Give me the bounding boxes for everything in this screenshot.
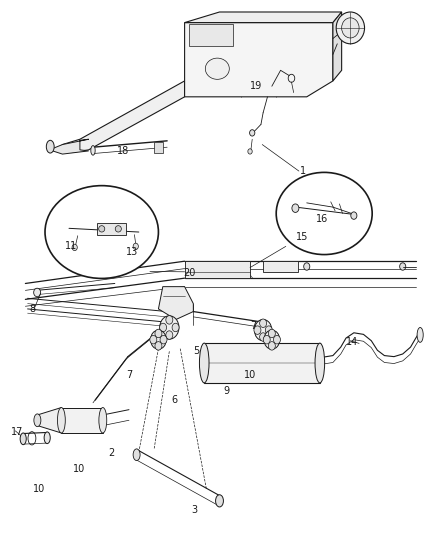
- Ellipse shape: [172, 323, 179, 332]
- Ellipse shape: [336, 12, 364, 44]
- Ellipse shape: [265, 326, 272, 334]
- Polygon shape: [49, 139, 88, 154]
- Polygon shape: [158, 287, 193, 319]
- Ellipse shape: [341, 18, 358, 38]
- Ellipse shape: [133, 243, 138, 249]
- Ellipse shape: [160, 335, 166, 344]
- Ellipse shape: [205, 58, 229, 79]
- Bar: [262, 261, 297, 272]
- Polygon shape: [184, 12, 341, 22]
- Ellipse shape: [249, 130, 254, 136]
- Bar: [154, 142, 162, 152]
- Text: 19: 19: [250, 81, 261, 91]
- Text: 8: 8: [30, 304, 36, 314]
- Text: 15: 15: [295, 232, 307, 243]
- Bar: [97, 223, 125, 235]
- Ellipse shape: [268, 329, 275, 338]
- Ellipse shape: [155, 329, 162, 338]
- Ellipse shape: [263, 335, 270, 344]
- Ellipse shape: [314, 343, 324, 383]
- Text: 18: 18: [117, 146, 129, 156]
- Text: 10: 10: [33, 484, 46, 494]
- Text: 13: 13: [125, 247, 138, 257]
- Ellipse shape: [199, 343, 208, 383]
- Bar: [61, 408, 102, 433]
- Ellipse shape: [133, 449, 140, 461]
- Ellipse shape: [399, 263, 405, 270]
- Ellipse shape: [291, 204, 298, 213]
- Ellipse shape: [46, 140, 54, 153]
- Ellipse shape: [155, 342, 162, 350]
- Ellipse shape: [149, 335, 156, 344]
- Bar: [188, 24, 232, 46]
- Polygon shape: [37, 408, 61, 433]
- Ellipse shape: [259, 333, 266, 341]
- Ellipse shape: [20, 433, 26, 445]
- Ellipse shape: [166, 316, 173, 324]
- Text: 10: 10: [73, 464, 85, 474]
- Polygon shape: [58, 81, 184, 152]
- Text: 10: 10: [243, 370, 255, 380]
- Ellipse shape: [44, 432, 50, 443]
- Polygon shape: [184, 22, 332, 97]
- Ellipse shape: [159, 323, 166, 332]
- Text: 9: 9: [223, 386, 230, 396]
- Ellipse shape: [57, 408, 65, 433]
- Ellipse shape: [276, 172, 371, 255]
- Ellipse shape: [91, 146, 95, 155]
- Ellipse shape: [159, 316, 179, 339]
- Text: 17: 17: [11, 427, 23, 437]
- Ellipse shape: [268, 342, 275, 350]
- Bar: [204, 343, 319, 383]
- Ellipse shape: [72, 244, 77, 251]
- Ellipse shape: [99, 408, 106, 433]
- Ellipse shape: [254, 319, 271, 341]
- Ellipse shape: [273, 335, 280, 344]
- Ellipse shape: [99, 225, 105, 232]
- Ellipse shape: [215, 495, 223, 507]
- Text: 7: 7: [125, 370, 132, 380]
- Ellipse shape: [166, 331, 173, 340]
- Polygon shape: [332, 12, 341, 81]
- Ellipse shape: [34, 414, 41, 426]
- Text: 20: 20: [184, 268, 196, 278]
- Ellipse shape: [303, 263, 309, 270]
- Ellipse shape: [150, 330, 166, 349]
- Ellipse shape: [115, 225, 121, 232]
- Text: 1: 1: [300, 166, 306, 176]
- Ellipse shape: [247, 149, 252, 154]
- Text: 16: 16: [315, 214, 327, 224]
- Ellipse shape: [259, 319, 266, 327]
- Text: 6: 6: [171, 395, 177, 405]
- Ellipse shape: [263, 330, 279, 349]
- Bar: [184, 261, 250, 278]
- Text: 7: 7: [250, 321, 256, 331]
- Text: 11: 11: [64, 241, 77, 252]
- Text: 3: 3: [191, 505, 197, 515]
- Ellipse shape: [254, 326, 260, 334]
- Ellipse shape: [45, 185, 158, 278]
- Ellipse shape: [350, 212, 356, 219]
- Text: 2: 2: [108, 448, 114, 458]
- Ellipse shape: [416, 327, 422, 342]
- Text: 14: 14: [345, 337, 357, 347]
- Ellipse shape: [34, 288, 41, 297]
- Text: 5: 5: [193, 346, 199, 357]
